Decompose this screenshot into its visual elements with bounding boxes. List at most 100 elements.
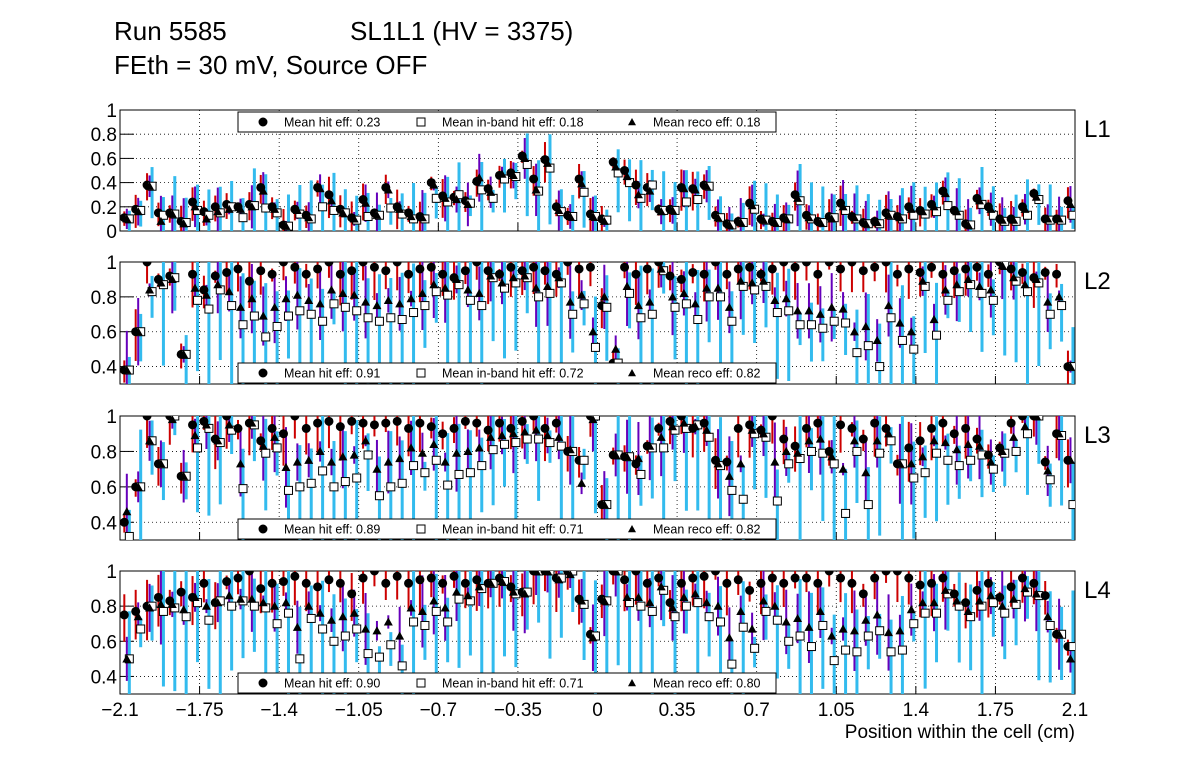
- reco-point: [156, 599, 166, 608]
- inband-point: [818, 620, 828, 630]
- conditions-title: FEth = 30 mV, Source OFF: [114, 50, 428, 80]
- reco-point: [599, 500, 609, 509]
- layer-label: L1: [1084, 116, 1111, 143]
- reco-point: [486, 432, 496, 441]
- inband-point: [943, 201, 953, 211]
- reco-point: [702, 598, 712, 607]
- hit-point: [460, 578, 470, 588]
- hit-point: [858, 589, 868, 599]
- hit-point: [756, 578, 766, 588]
- hit-point: [870, 418, 880, 428]
- reco-point: [599, 292, 609, 301]
- inband-point: [124, 531, 134, 540]
- reco-point: [406, 294, 416, 303]
- hit-point: [961, 264, 971, 274]
- hit-point: [301, 269, 311, 279]
- reco-point: [622, 281, 632, 290]
- inband-point: [841, 508, 851, 518]
- reco-point: [702, 425, 712, 434]
- run-title: Run 5585: [114, 16, 227, 46]
- hit-point: [620, 575, 630, 585]
- reco-point: [452, 274, 462, 284]
- hit-point: [733, 423, 743, 433]
- reco-point: [849, 626, 859, 635]
- reco-point: [145, 603, 155, 612]
- reco-point: [747, 624, 757, 633]
- hit-point: [654, 573, 664, 583]
- reco-point: [281, 294, 291, 303]
- reco-point: [861, 219, 871, 228]
- inband-point: [647, 309, 657, 319]
- hit-point: [472, 418, 482, 428]
- inband-point: [249, 601, 259, 611]
- hit-point: [813, 578, 823, 588]
- reco-point: [474, 582, 484, 591]
- reco-point: [997, 446, 1007, 456]
- hit-point: [313, 264, 323, 274]
- hit-point: [358, 573, 368, 583]
- reco-point: [531, 425, 541, 434]
- reco-point: [304, 601, 314, 610]
- reco-point: [508, 170, 518, 179]
- reco-point: [986, 591, 996, 600]
- inband-point: [659, 443, 669, 453]
- reco-point: [406, 443, 416, 452]
- reco-point: [429, 180, 439, 189]
- reco-point: [497, 430, 507, 440]
- hit-point: [801, 573, 811, 583]
- reco-point: [338, 452, 348, 461]
- chamber-title: SL1L1 (HV = 3375): [350, 16, 574, 46]
- inband-point: [579, 455, 589, 465]
- hit-point: [290, 571, 300, 581]
- reco-point: [713, 283, 723, 292]
- reco-point: [827, 214, 837, 223]
- hit-point: [676, 416, 686, 421]
- inband-point: [272, 443, 282, 453]
- hit-point: [676, 578, 686, 588]
- reco-point: [804, 306, 814, 315]
- hit-point: [745, 262, 755, 272]
- reco-point: [304, 455, 314, 464]
- inband-point: [636, 601, 646, 611]
- reco-point: [1020, 584, 1030, 593]
- x-tick-label: 1.4: [903, 700, 930, 721]
- panel-l4: 0.4 0.6 0.8 1 Mean hit eff: 0.90 Mean in-band…: [91, 562, 1111, 695]
- inband-point: [397, 661, 407, 671]
- legend-circle-icon: [258, 678, 268, 688]
- inband-point: [1022, 287, 1032, 297]
- inband-point: [932, 330, 942, 340]
- y-tick-label: 0.4: [91, 667, 118, 688]
- x-tick-label: 1.05: [818, 700, 855, 721]
- reco-point: [349, 214, 359, 223]
- inband-point: [932, 608, 942, 618]
- reco-point: [542, 281, 552, 290]
- hit-point: [995, 592, 1005, 602]
- hit-point: [415, 418, 425, 428]
- hit-point: [949, 266, 959, 276]
- inband-point: [750, 285, 760, 295]
- reco-point: [145, 436, 155, 445]
- hit-point: [915, 436, 925, 446]
- hit-point: [483, 425, 493, 435]
- inband-point: [318, 202, 328, 212]
- hit-point: [449, 571, 459, 581]
- inband-point: [283, 485, 293, 495]
- reco-point: [952, 207, 962, 216]
- hit-point: [949, 589, 959, 599]
- reco-point: [724, 220, 734, 229]
- reco-point: [872, 218, 882, 227]
- x-tick-label: 1.75: [977, 700, 1014, 721]
- reco-point: [758, 276, 768, 285]
- reco-point: [258, 186, 268, 195]
- inband-point: [386, 640, 396, 650]
- reco-point: [952, 596, 962, 605]
- hit-point: [335, 578, 345, 588]
- inband-point: [409, 617, 419, 627]
- inband-point: [647, 180, 657, 190]
- hit-point: [654, 423, 664, 433]
- reco-point: [179, 219, 189, 228]
- hit-point: [938, 418, 948, 428]
- y-tick-label: 0.4: [91, 358, 118, 379]
- reco-point: [872, 436, 882, 445]
- reco-point: [349, 608, 359, 617]
